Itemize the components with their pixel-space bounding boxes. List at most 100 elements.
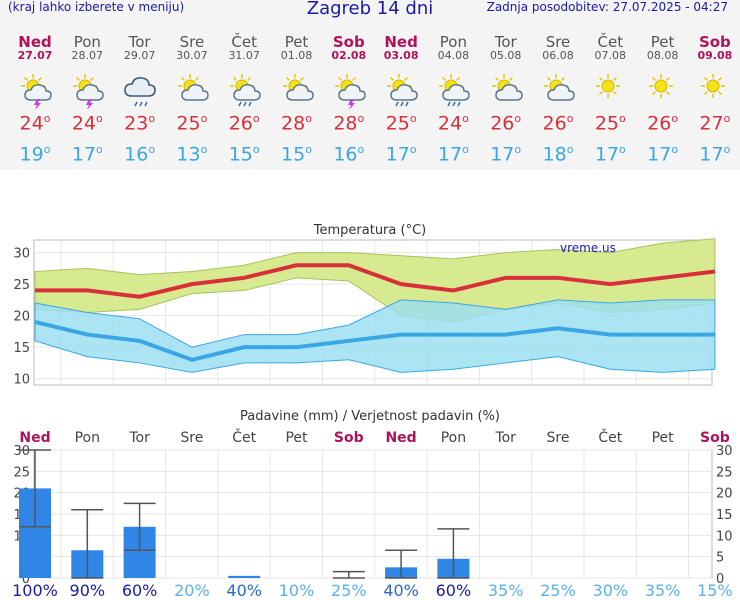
day-name: Čet bbox=[231, 33, 257, 51]
day-header: Sre 06.08 bbox=[532, 34, 584, 62]
precipitation-probability: 40% bbox=[226, 581, 262, 600]
x-tick-label: Pon bbox=[441, 430, 466, 446]
day-date: 01.08 bbox=[280, 49, 313, 62]
x-tick-label: Pet bbox=[285, 430, 308, 446]
y-tick-label-left: 0 bbox=[22, 572, 30, 587]
sun-cloud-thunder-icon bbox=[67, 72, 119, 110]
precipitation-probability: 60% bbox=[436, 581, 472, 600]
x-tick-label: Pet bbox=[652, 430, 675, 446]
x-tick-label: Sob bbox=[334, 430, 364, 446]
day-date: 28.07 bbox=[71, 49, 104, 62]
y-tick-label-right: 15 bbox=[716, 508, 733, 523]
x-tick-label: Čet bbox=[232, 428, 256, 446]
day-header: Čet 07.08 bbox=[584, 34, 636, 62]
day-header: Pon 28.07 bbox=[61, 34, 113, 62]
max-temperature: 24o bbox=[19, 112, 51, 135]
day-date: 09.08 bbox=[697, 49, 733, 62]
precipitation-probability: 90% bbox=[70, 581, 106, 600]
min-temperature: 15o bbox=[281, 143, 312, 166]
sun-cloud-icon bbox=[172, 72, 224, 104]
min-temperature: 13o bbox=[176, 143, 208, 166]
x-tick-label: Čet bbox=[598, 428, 622, 446]
watermark: vreme.us bbox=[560, 241, 616, 255]
precipitation-chart-title: Padavine (mm) / Verjetnost padavin (%) bbox=[240, 409, 500, 424]
y-tick-label-right: 10 bbox=[716, 529, 733, 544]
day-date: 04.08 bbox=[437, 49, 470, 62]
min-temperature: 18o bbox=[542, 143, 574, 166]
last-updated: Zadnja posodobitev: 27.07.2025 - 04:27 bbox=[486, 0, 728, 14]
x-tick-label: Ned bbox=[19, 430, 50, 446]
day-name: Ned bbox=[18, 33, 52, 51]
day-name: Sob bbox=[698, 33, 731, 51]
precipitation-probability: 20% bbox=[174, 581, 210, 600]
y-tick-label-right: 30 bbox=[716, 444, 733, 459]
y-tick-label-right: 0 bbox=[716, 572, 724, 587]
precipitation-probability: 10% bbox=[279, 581, 315, 600]
day-name: Pet bbox=[284, 33, 309, 51]
min-temperature: 17o bbox=[594, 143, 626, 166]
forecast-header-panel: (kraj lahko izberete v meniju) Zagreb 14… bbox=[0, 0, 740, 170]
day-date: 31.07 bbox=[228, 49, 260, 62]
day-header: Pet 01.08 bbox=[271, 34, 323, 62]
x-tick-label: Tor bbox=[128, 430, 150, 446]
day-name: Pon bbox=[73, 33, 101, 51]
x-tick-label: Ned bbox=[385, 430, 416, 446]
day-header: Pon 04.08 bbox=[427, 34, 479, 62]
sun-icon bbox=[590, 72, 642, 104]
sun-cloud-thunder-icon bbox=[15, 72, 67, 110]
precipitation-probability: 15% bbox=[697, 581, 733, 600]
max-temperature: 25o bbox=[594, 112, 626, 135]
day-name: Sob bbox=[332, 33, 365, 51]
max-temperature-line bbox=[35, 263, 716, 299]
day-header: Tor 29.07 bbox=[114, 34, 166, 62]
day-name: Sre bbox=[179, 33, 205, 51]
precipitation-probability: 100% bbox=[12, 581, 58, 600]
y-tick-label: 10 bbox=[13, 373, 30, 388]
day-date: 30.07 bbox=[176, 49, 208, 62]
y-tick-label-right: 25 bbox=[716, 465, 733, 480]
precipitation-probability: 30% bbox=[593, 581, 629, 600]
day-name: Sre bbox=[545, 33, 571, 51]
y-tick-label: 20 bbox=[13, 310, 30, 325]
day-date: 07.08 bbox=[594, 49, 627, 62]
precipitation-probability: 35% bbox=[488, 581, 524, 600]
precipitation-probability: 25% bbox=[540, 581, 576, 600]
day-date: 05.08 bbox=[489, 49, 522, 62]
y-tick-label-right: 5 bbox=[716, 551, 724, 566]
sun-icon bbox=[695, 72, 740, 104]
precipitation-probability: 60% bbox=[122, 581, 158, 600]
sun-cloud-icon bbox=[486, 72, 538, 104]
x-tick-label: Sre bbox=[180, 430, 203, 446]
page-title: Zagreb 14 dni bbox=[306, 0, 434, 19]
day-name: Tor bbox=[494, 33, 517, 51]
max-temperature: 26o bbox=[647, 112, 679, 135]
max-temperature: 24o bbox=[71, 112, 103, 135]
min-temperature: 15o bbox=[228, 143, 260, 166]
min-temperature: 16o bbox=[333, 143, 365, 166]
min-temperature: 17o bbox=[490, 143, 522, 166]
min-temperature: 17o bbox=[699, 143, 731, 166]
precipitation-probability: 40% bbox=[383, 581, 419, 600]
x-tick-label: Sob bbox=[700, 430, 730, 446]
sun-cloud-rain-icon bbox=[433, 72, 485, 107]
day-date: 27.07 bbox=[17, 49, 53, 62]
day-name: Pon bbox=[439, 33, 467, 51]
sun-icon bbox=[643, 72, 695, 104]
min-temperature: 17o bbox=[647, 143, 679, 166]
day-date: 29.07 bbox=[123, 49, 156, 62]
precipitation-bar bbox=[228, 575, 261, 578]
sun-cloud-icon bbox=[538, 72, 590, 104]
sun-cloud-thunder-icon bbox=[329, 72, 381, 110]
day-header: Ned 27.07 bbox=[9, 34, 61, 62]
max-temperature: 23o bbox=[124, 112, 156, 135]
day-header: Sob 09.08 bbox=[689, 34, 740, 62]
min-temperature: 16o bbox=[124, 143, 156, 166]
day-header: Tor 05.08 bbox=[480, 34, 532, 62]
max-temperature: 28o bbox=[281, 112, 312, 135]
day-name: Ned bbox=[384, 33, 418, 51]
max-temperature: 27o bbox=[699, 112, 731, 135]
precipitation-probability: 25% bbox=[331, 581, 367, 600]
x-tick-label: Sre bbox=[547, 430, 570, 446]
max-temperature: 24o bbox=[437, 112, 469, 135]
day-date: 03.08 bbox=[383, 49, 419, 62]
